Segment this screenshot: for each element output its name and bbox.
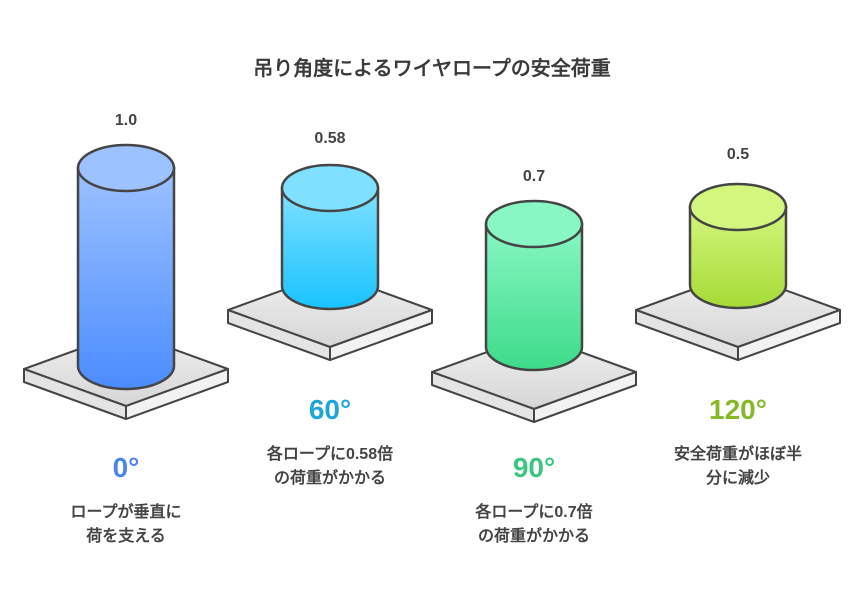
cylinder-body: [484, 222, 584, 372]
base-plate-right-side: [533, 371, 637, 423]
description-line-2: 荷を支える: [86, 528, 166, 545]
cylinder-body: [280, 186, 380, 311]
angle-label: 0°: [112, 452, 140, 483]
column-3: [635, 182, 841, 361]
diagram-title: 吊り角度によるワイヤロープの安全荷重: [253, 58, 611, 80]
angle-label: 60°: [308, 394, 352, 425]
value-label: 0.58: [314, 130, 346, 147]
description-line-1: ロープが垂直に: [70, 504, 182, 521]
cylinder-top: [484, 199, 584, 249]
column-1: [227, 163, 433, 361]
description-line-2: の荷重がかかる: [477, 528, 590, 545]
angle-label: 120°: [709, 394, 767, 425]
value-label: 0.5: [726, 146, 750, 163]
base-plate-right-side: [737, 309, 841, 361]
description-line-1: 各ロープに0.58倍: [266, 446, 394, 463]
description-line-1: 各ロープに0.7倍: [475, 504, 593, 521]
column-0: [23, 143, 229, 420]
cylinder-body: [76, 166, 176, 391]
description-line-2: 分に減少: [705, 470, 770, 487]
base-plate-right-side: [329, 309, 433, 361]
value-label: 1.0: [114, 112, 138, 129]
value-label: 0.7: [522, 168, 546, 185]
cylinder-body: [688, 205, 788, 310]
column-2: [431, 199, 637, 423]
cylinder-top: [76, 143, 176, 193]
cylinder-top: [280, 163, 380, 213]
description-line-2: の荷重がかかる: [273, 470, 386, 487]
cylinder-top: [688, 182, 788, 232]
base-plate-right-side: [125, 368, 229, 420]
angle-label: 90°: [512, 452, 556, 483]
description-line-1: 安全荷重がほぼ半: [673, 446, 802, 463]
